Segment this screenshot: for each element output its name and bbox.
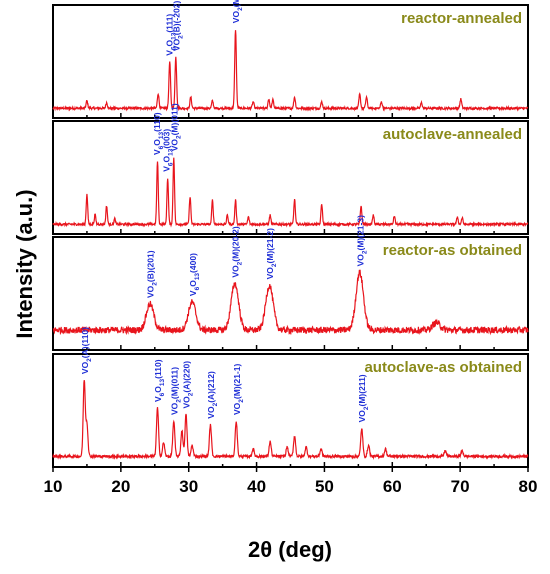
- x-tick-label: 30: [179, 477, 198, 496]
- panel-4: autoclave-as obtained VO2(A)(110) V6O13(11…: [52, 327, 529, 468]
- peak-label: VO2(M)(011): [170, 103, 183, 151]
- x-tick-label: 50: [315, 477, 334, 496]
- x-tick-label: 20: [111, 477, 130, 496]
- xrd-trace: [52, 380, 529, 460]
- peak-label: VO2(B)(201): [146, 250, 159, 298]
- panel-2: autoclave-annealed V6O13(110)V6O13(003)VO…: [52, 103, 529, 235]
- peak-label: V6O13(110): [153, 359, 166, 402]
- peak-label: VO2(A)(220): [182, 361, 195, 409]
- x-tick-label: 10: [44, 477, 63, 496]
- panels-layer: reactor-annealed V6O13(111)VO2(B)(-202) VO…: [52, 0, 529, 468]
- xrd-trace: [52, 30, 529, 112]
- panel-1: reactor-annealed V6O13(111)VO2(B)(-202) VO…: [52, 0, 529, 119]
- x-tick-label: 60: [383, 477, 402, 496]
- x-axis-title: 2θ (deg): [248, 537, 332, 562]
- peak-label: VO2(M)(21-3): [355, 215, 368, 266]
- x-tick-label: 80: [519, 477, 538, 496]
- peak-label: V6O13(400): [188, 253, 201, 296]
- peak-label: VO2(M)(211): [357, 374, 370, 422]
- xrd-trace: [52, 157, 529, 228]
- panel-label: reactor-as obtained: [383, 242, 522, 259]
- x-tick-label: 40: [247, 477, 266, 496]
- x-ticks: 10 20 30 40 50 60 70 80: [44, 467, 538, 496]
- panel-ticks: [52, 113, 529, 118]
- panel-3: reactor-as obtained VO2(B)(201) V6O13(400)…: [52, 215, 529, 351]
- y-axis-title: Intensity (a.u.): [12, 189, 37, 338]
- panel-ticks: [52, 345, 529, 350]
- peak-label: VO2(A)(212): [206, 371, 219, 419]
- peak-label: VO2(M)(20-2): [231, 0, 244, 23]
- peak-label: V6O13(111): [165, 14, 178, 56]
- panel-ticks: [52, 462, 529, 467]
- peak-label: V6O13(110): [152, 112, 165, 155]
- peak-label: VO2(A)(110): [80, 327, 93, 374]
- peak-label: VO2(B)(-202): [172, 1, 185, 52]
- peak-label: VO2(M)(21-1): [232, 364, 245, 415]
- peak-label: V6O13(003): [161, 129, 174, 172]
- x-tick-label: 70: [451, 477, 470, 496]
- peak-label: VO2(M)(21-2): [265, 228, 278, 279]
- panel-ticks: [52, 229, 529, 234]
- peak-label: VO2(M)(011): [170, 367, 183, 415]
- panel-label: autoclave-as obtained: [364, 359, 522, 376]
- xrd-trace: [52, 269, 529, 336]
- panel-label: autoclave-annealed: [383, 126, 522, 143]
- peak-label: VO2(M)(20-2): [231, 226, 244, 277]
- panel-label: reactor-annealed: [401, 10, 522, 27]
